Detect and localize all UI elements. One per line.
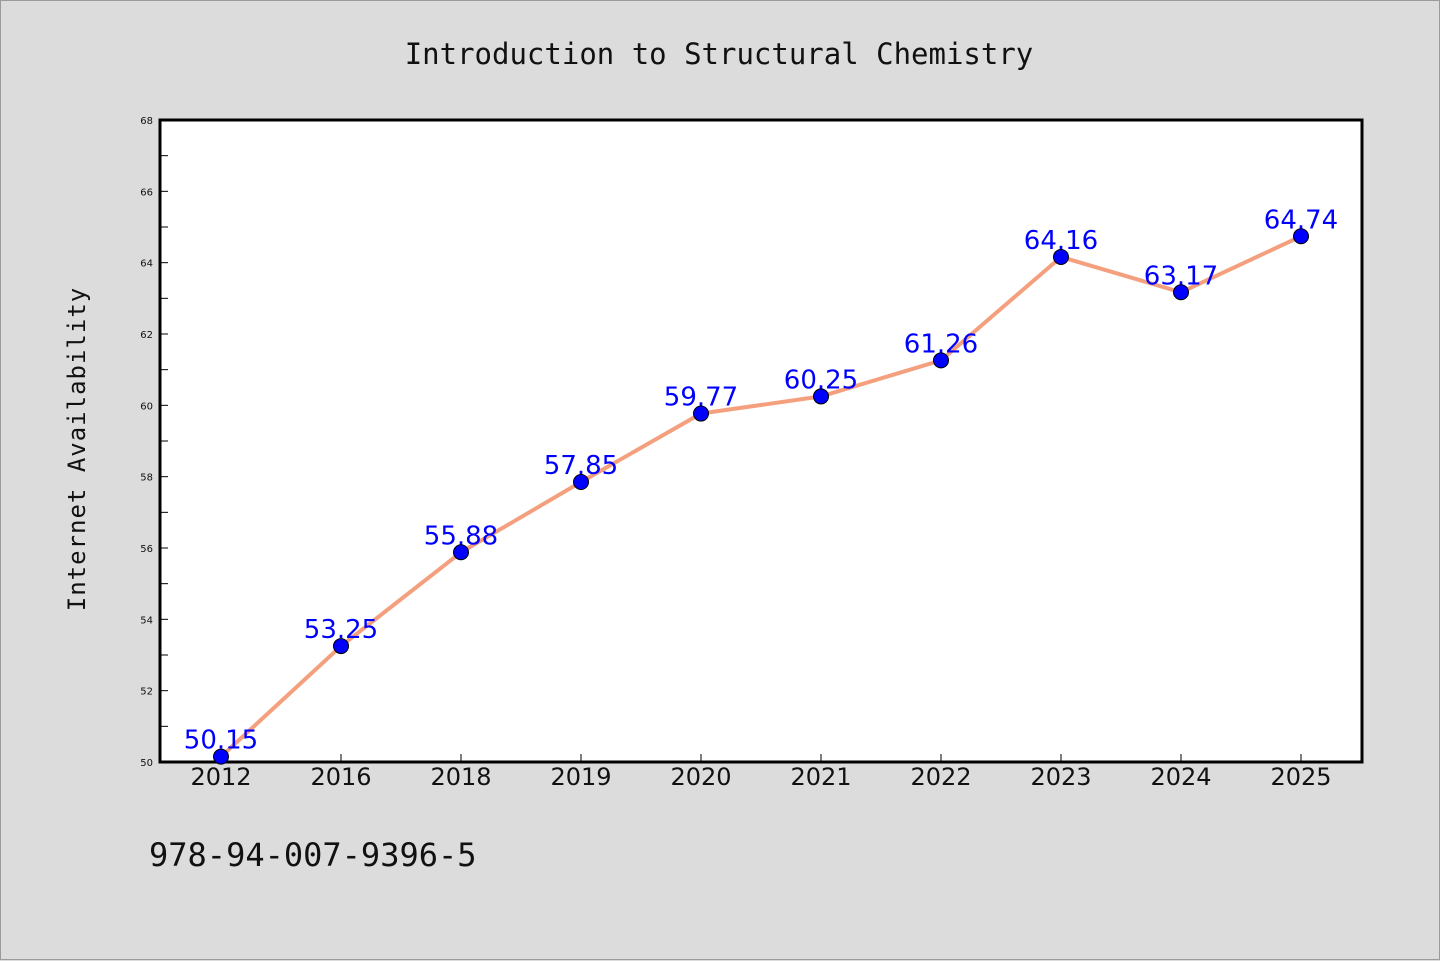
data-label: 59.77 [664,383,738,413]
data-point [1293,228,1309,245]
x-axis: 2012 2016 2018 2019 2020 2021 2022 2023 2024 2025 [190,754,1332,791]
y-tick-label: 52 [140,687,153,698]
data-label: 63.17 [1144,261,1218,291]
y-axis-label: Internet Availability [63,287,91,611]
x-tick-label: 2019 [550,763,611,791]
y-tick-label: 58 [140,473,153,484]
data-label: 61.26 [904,329,978,359]
data-point [213,748,229,765]
x-tick-label: 2018 [430,763,491,791]
y-tick-label: 68 [140,116,153,127]
data-point [333,638,349,655]
x-tick-label: 2025 [1270,763,1331,791]
data-point [453,544,469,561]
y-tick-label: 50 [140,758,153,769]
y-tick-label: 64 [140,259,153,270]
data-label: 60.25 [784,365,858,395]
y-tick-label: 56 [140,544,153,555]
plot-area [158,118,1364,764]
data-label: 64.16 [1024,226,1098,256]
y-tick-label: 66 [140,187,153,198]
x-tick-label: 2021 [790,763,851,791]
data-point [573,474,589,491]
y-tick-label: 60 [140,401,153,412]
data-label: 57.85 [544,451,618,481]
data-point [1053,248,1069,265]
series-group [213,228,1309,765]
x-tick-label: 2020 [670,763,731,791]
x-tick-label: 2023 [1030,763,1091,791]
y-tick-label: 62 [140,330,153,341]
y-tick-label: 54 [140,615,153,626]
chart-title: Introduction to Structural Chemistry [405,37,1034,71]
series-line [219,234,1303,759]
x-tick-label: 2016 [310,763,371,791]
data-labels: 50.15 53.25 55.88 57.85 59.77 60.25 61.26 64.16… [184,205,1338,755]
data-point [933,352,949,369]
data-label: 50.15 [184,726,258,756]
data-label: 53.25 [304,615,378,645]
y-axis: 50 52 54 56 58 60 62 64 66 68 [140,116,168,769]
data-point [693,405,709,422]
data-point [813,388,829,405]
x-tick-label: 2012 [190,763,251,791]
data-label: 64.74 [1264,205,1338,235]
data-label: 55.88 [424,521,498,551]
x-tick-label: 2022 [910,763,971,791]
data-point [1173,284,1189,301]
isbn-text: 978-94-007-9396-5 [149,836,477,874]
x-tick-label: 2024 [1150,763,1211,791]
